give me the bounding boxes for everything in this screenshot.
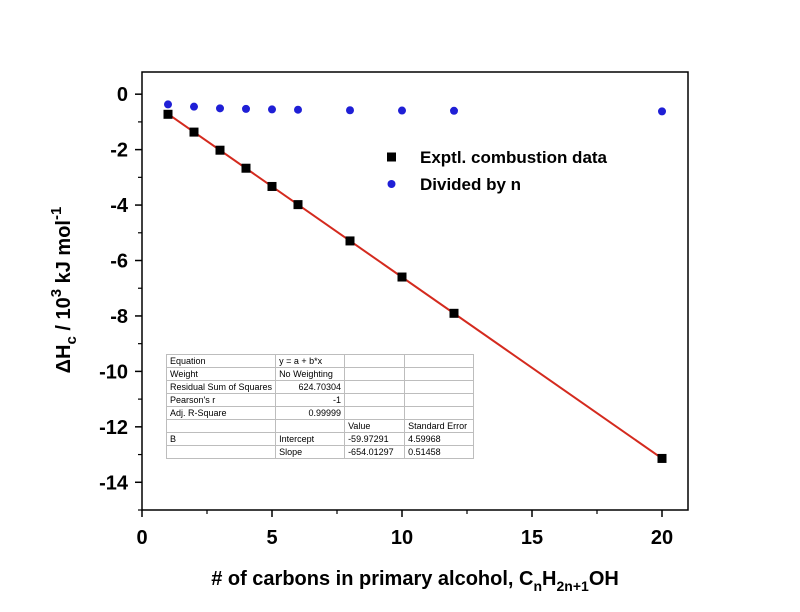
legend-marker-square (387, 152, 396, 162)
x-axis-title: # of carbons in primary alcohol, CnH2n+1… (211, 568, 619, 594)
data-point-square (267, 181, 277, 191)
fit-table-cell: Residual Sum of Squares (165, 380, 277, 394)
fit-table-cell: Slope (275, 445, 346, 459)
fit-table-row: Slope -654.01297 0.51458 (165, 445, 475, 459)
fit-table-cell: No Weighting (275, 367, 346, 381)
fit-table-cell (404, 393, 475, 407)
legend-label: Exptl. combustion data (420, 148, 608, 167)
fit-table-row: Value Standard Error (165, 419, 475, 433)
fit-table-cell (404, 367, 475, 381)
y-tick-label: -8 (110, 306, 128, 328)
x-axis-title-sub-n: n (533, 578, 542, 594)
fit-table-cell (165, 419, 277, 433)
y-axis-title-sup-1: -1 (48, 207, 65, 220)
fit-table-cell (344, 406, 406, 420)
x-axis: 0 5 10 15 20 (136, 510, 673, 549)
fit-table-cell: Equation (165, 354, 277, 368)
fit-table-cell: y = a + b*x (275, 354, 346, 368)
series-1 (164, 100, 666, 116)
fit-table-cell (275, 419, 346, 433)
data-point-circle (398, 106, 406, 115)
data-point-square (241, 163, 251, 173)
fit-table-row: Residual Sum of Squares 624.70304 (165, 380, 475, 394)
fit-table-cell (344, 380, 406, 394)
fit-table-cell (165, 445, 277, 459)
data-point-square (163, 109, 173, 119)
data-point-square (293, 200, 303, 210)
x-tick-label: 10 (391, 527, 413, 549)
fit-table-cell: 0.99999 (275, 406, 346, 420)
data-point-circle (658, 107, 666, 116)
y-axis-title-unit: kJ mol (53, 220, 75, 289)
fit-table-cell: -1 (275, 393, 346, 407)
fit-table-cell (344, 393, 406, 407)
x-tick-label: 20 (651, 527, 673, 549)
data-point-circle (242, 104, 250, 113)
legend: Exptl. combustion data Divided by n (387, 148, 608, 194)
fit-table-cell (344, 354, 406, 368)
data-point-square (397, 272, 407, 282)
fit-table-cell (404, 380, 475, 394)
data-point-circle (190, 102, 198, 111)
y-axis-title-mid: / 10 (53, 297, 75, 336)
fit-table-row: B Intercept -59.97291 4.59968 (165, 432, 475, 446)
y-axis-title-sub-c: c (63, 336, 80, 344)
series-layer (163, 100, 667, 463)
data-point-circle (450, 106, 458, 115)
y-axis-title: ΔHc / 103 kJ mol-1 (48, 207, 80, 374)
fit-table-cell: Value (344, 419, 406, 433)
y-axis: 0 -2 -4 -6 -8 -10 -12 -14 (99, 84, 142, 511)
data-point-circle (164, 100, 172, 109)
y-tick-label: -2 (110, 140, 128, 162)
fit-table-row: Weight No Weighting (165, 367, 475, 381)
fit-table-row: Pearson's r -1 (165, 393, 475, 407)
fit-results-table: Equation y = a + b*x Weight No Weighting Res… (165, 354, 475, 459)
y-tick-label: -6 (110, 251, 128, 273)
fit-table-row: Equation y = a + b*x (165, 354, 475, 368)
fit-table-cell: 0.51458 (404, 445, 475, 459)
fit-table-cell: Pearson's r (165, 393, 277, 407)
series-0 (163, 109, 667, 463)
x-axis-title-oh: OH (589, 568, 619, 590)
data-point-square (345, 236, 355, 246)
fit-table-cell: B (165, 432, 277, 446)
fit-table-cell (404, 406, 475, 420)
x-axis-title-main: # of carbons in primary alcohol, C (211, 568, 533, 590)
y-axis-title-dh: ΔH (53, 345, 75, 374)
x-tick-label: 0 (136, 527, 147, 549)
y-tick-label: -10 (99, 361, 128, 383)
x-tick-label: 15 (521, 527, 543, 549)
fit-table-cell: -59.97291 (344, 432, 406, 446)
data-point-circle (268, 105, 276, 114)
data-point-circle (346, 106, 354, 115)
legend-marker-circle (387, 180, 396, 188)
legend-label: Divided by n (420, 175, 521, 194)
y-axis-title-sup-3: 3 (48, 289, 65, 297)
data-point-circle (294, 105, 302, 114)
fit-table-cell: -654.01297 (344, 445, 406, 459)
fit-table-cell: 4.59968 (404, 432, 475, 446)
data-point-square (189, 127, 199, 137)
fit-table-cell (344, 367, 406, 381)
y-tick-label: -14 (99, 472, 129, 494)
fit-table-cell (404, 354, 475, 368)
x-axis-title-h: H (542, 568, 556, 590)
fit-table-cell: Intercept (275, 432, 346, 446)
data-point-circle (216, 104, 224, 113)
x-tick-label: 5 (266, 527, 277, 549)
fit-table-cell: Standard Error (404, 419, 475, 433)
data-point-square (215, 145, 225, 155)
y-tick-label: 0 (117, 84, 128, 106)
fit-table-row: Adj. R-Square 0.99999 (165, 406, 475, 420)
data-point-square (449, 308, 459, 318)
data-point-square (657, 453, 667, 463)
x-axis-title-sub-2n1: 2n+1 (557, 578, 590, 594)
fit-table-cell: Weight (165, 367, 277, 381)
y-tick-label: -4 (110, 195, 129, 217)
fit-table-cell: Adj. R-Square (165, 406, 277, 420)
y-tick-label: -12 (99, 417, 128, 439)
fit-table-cell: 624.70304 (275, 380, 346, 394)
plot-frame (141, 71, 689, 511)
